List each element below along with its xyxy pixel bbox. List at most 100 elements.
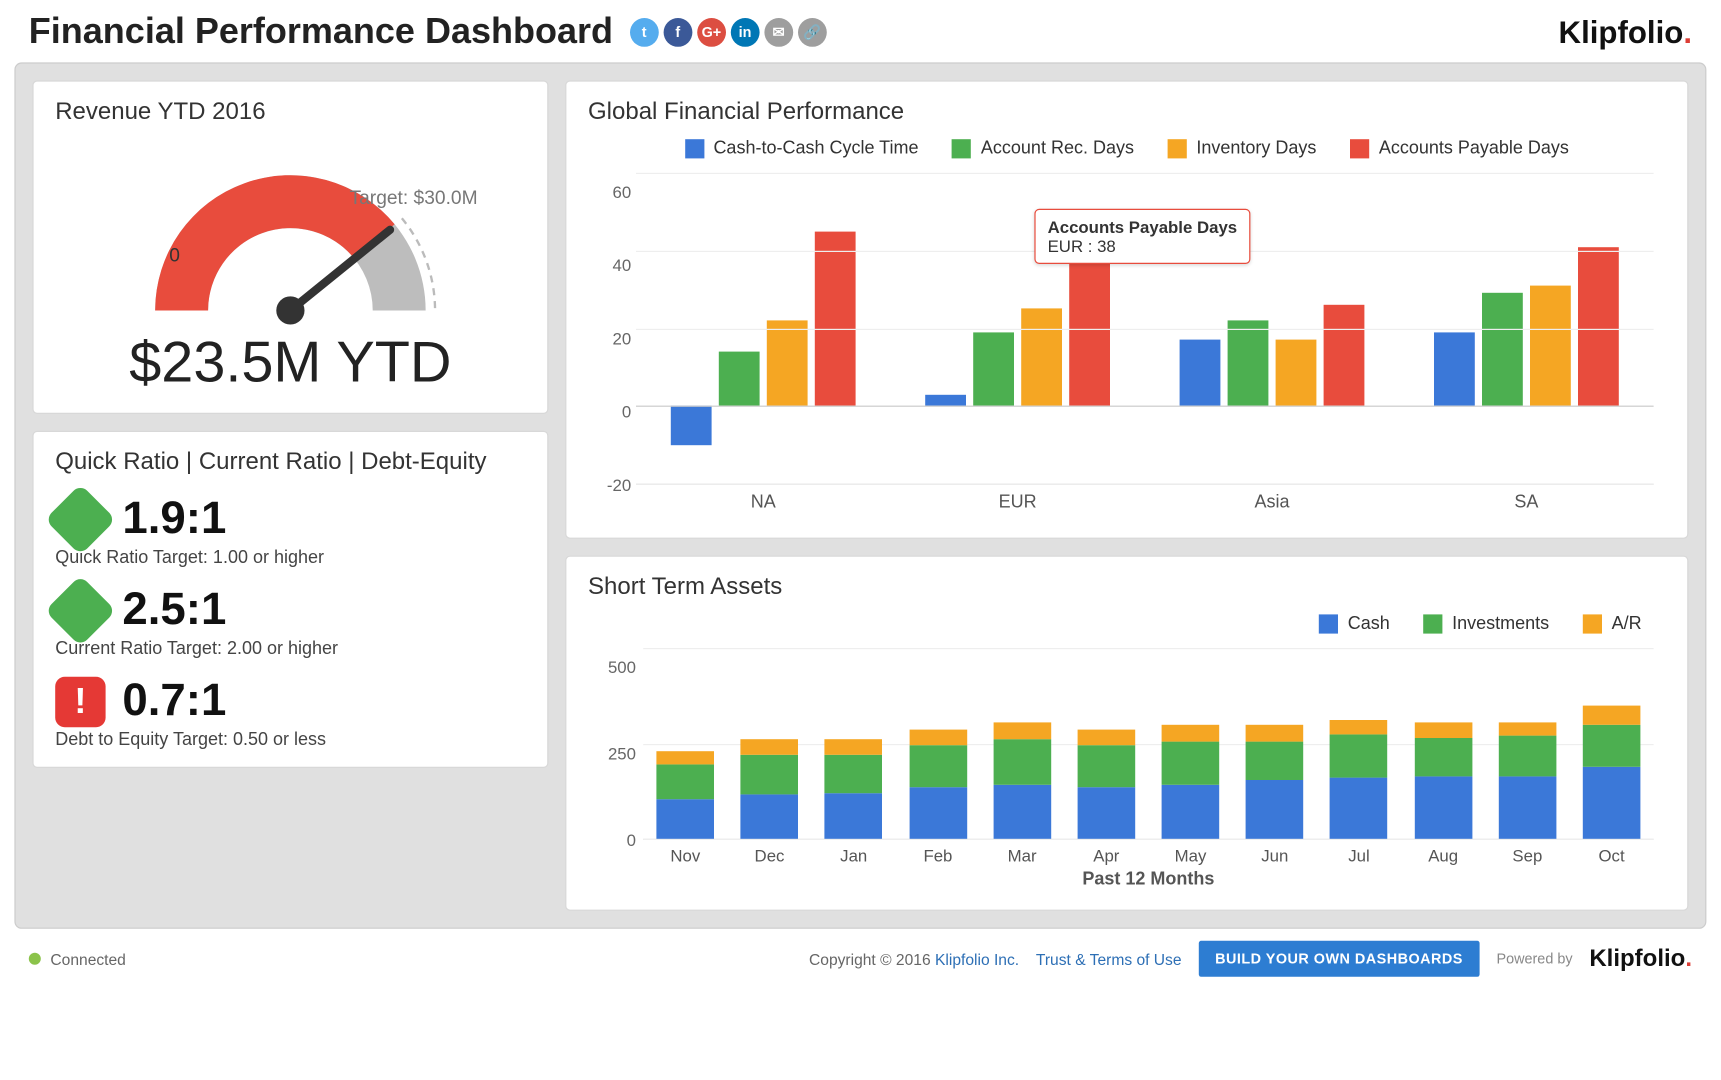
- sta-bar-segment[interactable]: [1078, 787, 1136, 839]
- status-good-icon: [45, 483, 116, 554]
- legend-item[interactable]: A/R: [1583, 613, 1642, 633]
- sta-bar-segment[interactable]: [993, 785, 1051, 838]
- legend-swatch-icon: [1319, 614, 1338, 633]
- link-icon[interactable]: 🔗: [798, 18, 827, 47]
- sta-bar-segment[interactable]: [825, 793, 883, 839]
- status-dot-icon: [29, 953, 41, 965]
- sta-bar-segment[interactable]: [741, 740, 799, 755]
- terms-link[interactable]: Trust & Terms of Use: [1036, 950, 1182, 968]
- legend-label: Inventory Days: [1196, 138, 1316, 158]
- legend-label: Cash: [1348, 613, 1390, 633]
- sta-bar-segment[interactable]: [993, 722, 1051, 739]
- gfp-bar[interactable]: [1069, 258, 1110, 406]
- linkedin-icon[interactable]: in: [731, 18, 760, 47]
- sta-bar-segment[interactable]: [1246, 780, 1304, 839]
- legend-item[interactable]: Cash: [1319, 613, 1390, 633]
- status-text: Connected: [50, 950, 125, 968]
- email-icon[interactable]: ✉: [764, 18, 793, 47]
- sta-bar-segment[interactable]: [656, 764, 714, 798]
- ratio-value: 2.5:1: [122, 584, 226, 636]
- twitter-icon[interactable]: t: [630, 18, 659, 47]
- sta-bar-segment[interactable]: [1246, 742, 1304, 780]
- gfp-bar[interactable]: [1482, 293, 1523, 406]
- ratio-row: 1.9:1: [55, 493, 525, 545]
- gfp-bar[interactable]: [1228, 320, 1269, 405]
- ratio-value: 1.9:1: [122, 493, 226, 545]
- facebook-icon[interactable]: f: [663, 18, 692, 47]
- sta-bar-segment[interactable]: [1330, 734, 1388, 778]
- sta-bar-segment[interactable]: [909, 730, 967, 745]
- legend-item[interactable]: Investments: [1423, 613, 1549, 633]
- sta-bar-segment[interactable]: [1499, 736, 1557, 776]
- gfp-bar[interactable]: [1578, 247, 1619, 406]
- status-good-icon: [45, 575, 116, 646]
- cta-button[interactable]: BUILD YOUR OWN DASHBOARDS: [1198, 941, 1479, 977]
- sta-bar-segment[interactable]: [993, 740, 1051, 786]
- sta-bar-segment[interactable]: [909, 745, 967, 787]
- x-tick-label: Jan: [812, 846, 896, 865]
- sta-bar-segment[interactable]: [1414, 722, 1472, 737]
- gfp-bar[interactable]: [1021, 309, 1062, 406]
- sta-bar-segment[interactable]: [1330, 721, 1388, 734]
- sta-chart: 5002500 NovDecJanFebMarAprMayJunJulAugSe…: [643, 641, 1653, 893]
- sta-bar-segment[interactable]: [1414, 776, 1472, 839]
- gfp-bar[interactable]: [1434, 332, 1475, 406]
- gfp-bar[interactable]: [1180, 340, 1221, 406]
- legend-label: Investments: [1452, 613, 1549, 633]
- legend-item[interactable]: Inventory Days: [1168, 138, 1317, 158]
- sta-bar-segment[interactable]: [1162, 742, 1220, 786]
- copyright-text: Copyright © 2016 Klipfolio Inc.: [809, 950, 1019, 968]
- sta-bar-segment[interactable]: [1499, 722, 1557, 735]
- sta-group: Mar: [980, 648, 1064, 839]
- sta-group: May: [1148, 648, 1232, 839]
- legend-swatch-icon: [1350, 139, 1369, 158]
- sta-bar-segment[interactable]: [1246, 724, 1304, 741]
- y-tick-label: 0: [588, 402, 631, 421]
- gfp-bar[interactable]: [815, 231, 856, 406]
- sta-bar-segment[interactable]: [656, 751, 714, 764]
- ratio-row: 2.5:1: [55, 584, 525, 636]
- legend-item[interactable]: Cash-to-Cash Cycle Time: [685, 138, 919, 158]
- gfp-bar[interactable]: [719, 352, 760, 406]
- sta-bar-segment[interactable]: [1162, 785, 1220, 838]
- sta-bar-segment[interactable]: [1499, 776, 1557, 839]
- sta-bar-segment[interactable]: [1078, 730, 1136, 745]
- sta-bar-segment[interactable]: [825, 755, 883, 793]
- sta-bar-segment[interactable]: [1414, 738, 1472, 776]
- gfp-bar[interactable]: [973, 332, 1014, 406]
- x-tick-label: Asia: [1145, 492, 1399, 512]
- legend-swatch-icon: [685, 139, 704, 158]
- ratio-value: 0.7:1: [122, 676, 226, 728]
- sta-bar-segment[interactable]: [1583, 705, 1641, 724]
- gfp-bar[interactable]: [671, 406, 712, 445]
- gfp-card: Global Financial Performance Cash-to-Cas…: [565, 80, 1688, 538]
- legend-item[interactable]: Accounts Payable Days: [1350, 138, 1569, 158]
- gfp-legend: Cash-to-Cash Cycle Time Account Rec. Days…: [588, 138, 1666, 158]
- sta-bar-segment[interactable]: [1330, 778, 1388, 839]
- google-plus-icon[interactable]: G+: [697, 18, 726, 47]
- sta-bar-segment[interactable]: [741, 755, 799, 795]
- x-tick-label: SA: [1399, 492, 1653, 512]
- gfp-bar[interactable]: [767, 320, 808, 405]
- sta-bar-segment[interactable]: [1583, 724, 1641, 766]
- sta-bar-segment[interactable]: [1162, 724, 1220, 741]
- x-tick-label: Jul: [1317, 846, 1401, 865]
- gauge-target-label: Target: $30.0M: [350, 188, 478, 210]
- gfp-bar[interactable]: [1276, 340, 1317, 406]
- legend-item[interactable]: Account Rec. Days: [952, 138, 1134, 158]
- sta-bar-segment[interactable]: [741, 795, 799, 839]
- revenue-value: $23.5M YTD: [55, 330, 525, 396]
- dashboard-grid: Revenue YTD 2016 0 Target: $30.0M $23.5M…: [14, 62, 1706, 928]
- gfp-bar[interactable]: [925, 394, 966, 406]
- sta-bar-segment[interactable]: [656, 799, 714, 839]
- sta-group: Oct: [1569, 648, 1653, 839]
- company-link[interactable]: Klipfolio Inc.: [935, 950, 1019, 968]
- sta-bar-segment[interactable]: [1583, 766, 1641, 838]
- gfp-bar[interactable]: [1324, 305, 1365, 406]
- sta-bar-segment[interactable]: [825, 740, 883, 755]
- x-tick-label: Aug: [1401, 846, 1485, 865]
- x-tick-label: NA: [636, 492, 890, 512]
- gfp-bar[interactable]: [1530, 285, 1571, 405]
- sta-bar-segment[interactable]: [1078, 745, 1136, 787]
- sta-bar-segment[interactable]: [909, 787, 967, 839]
